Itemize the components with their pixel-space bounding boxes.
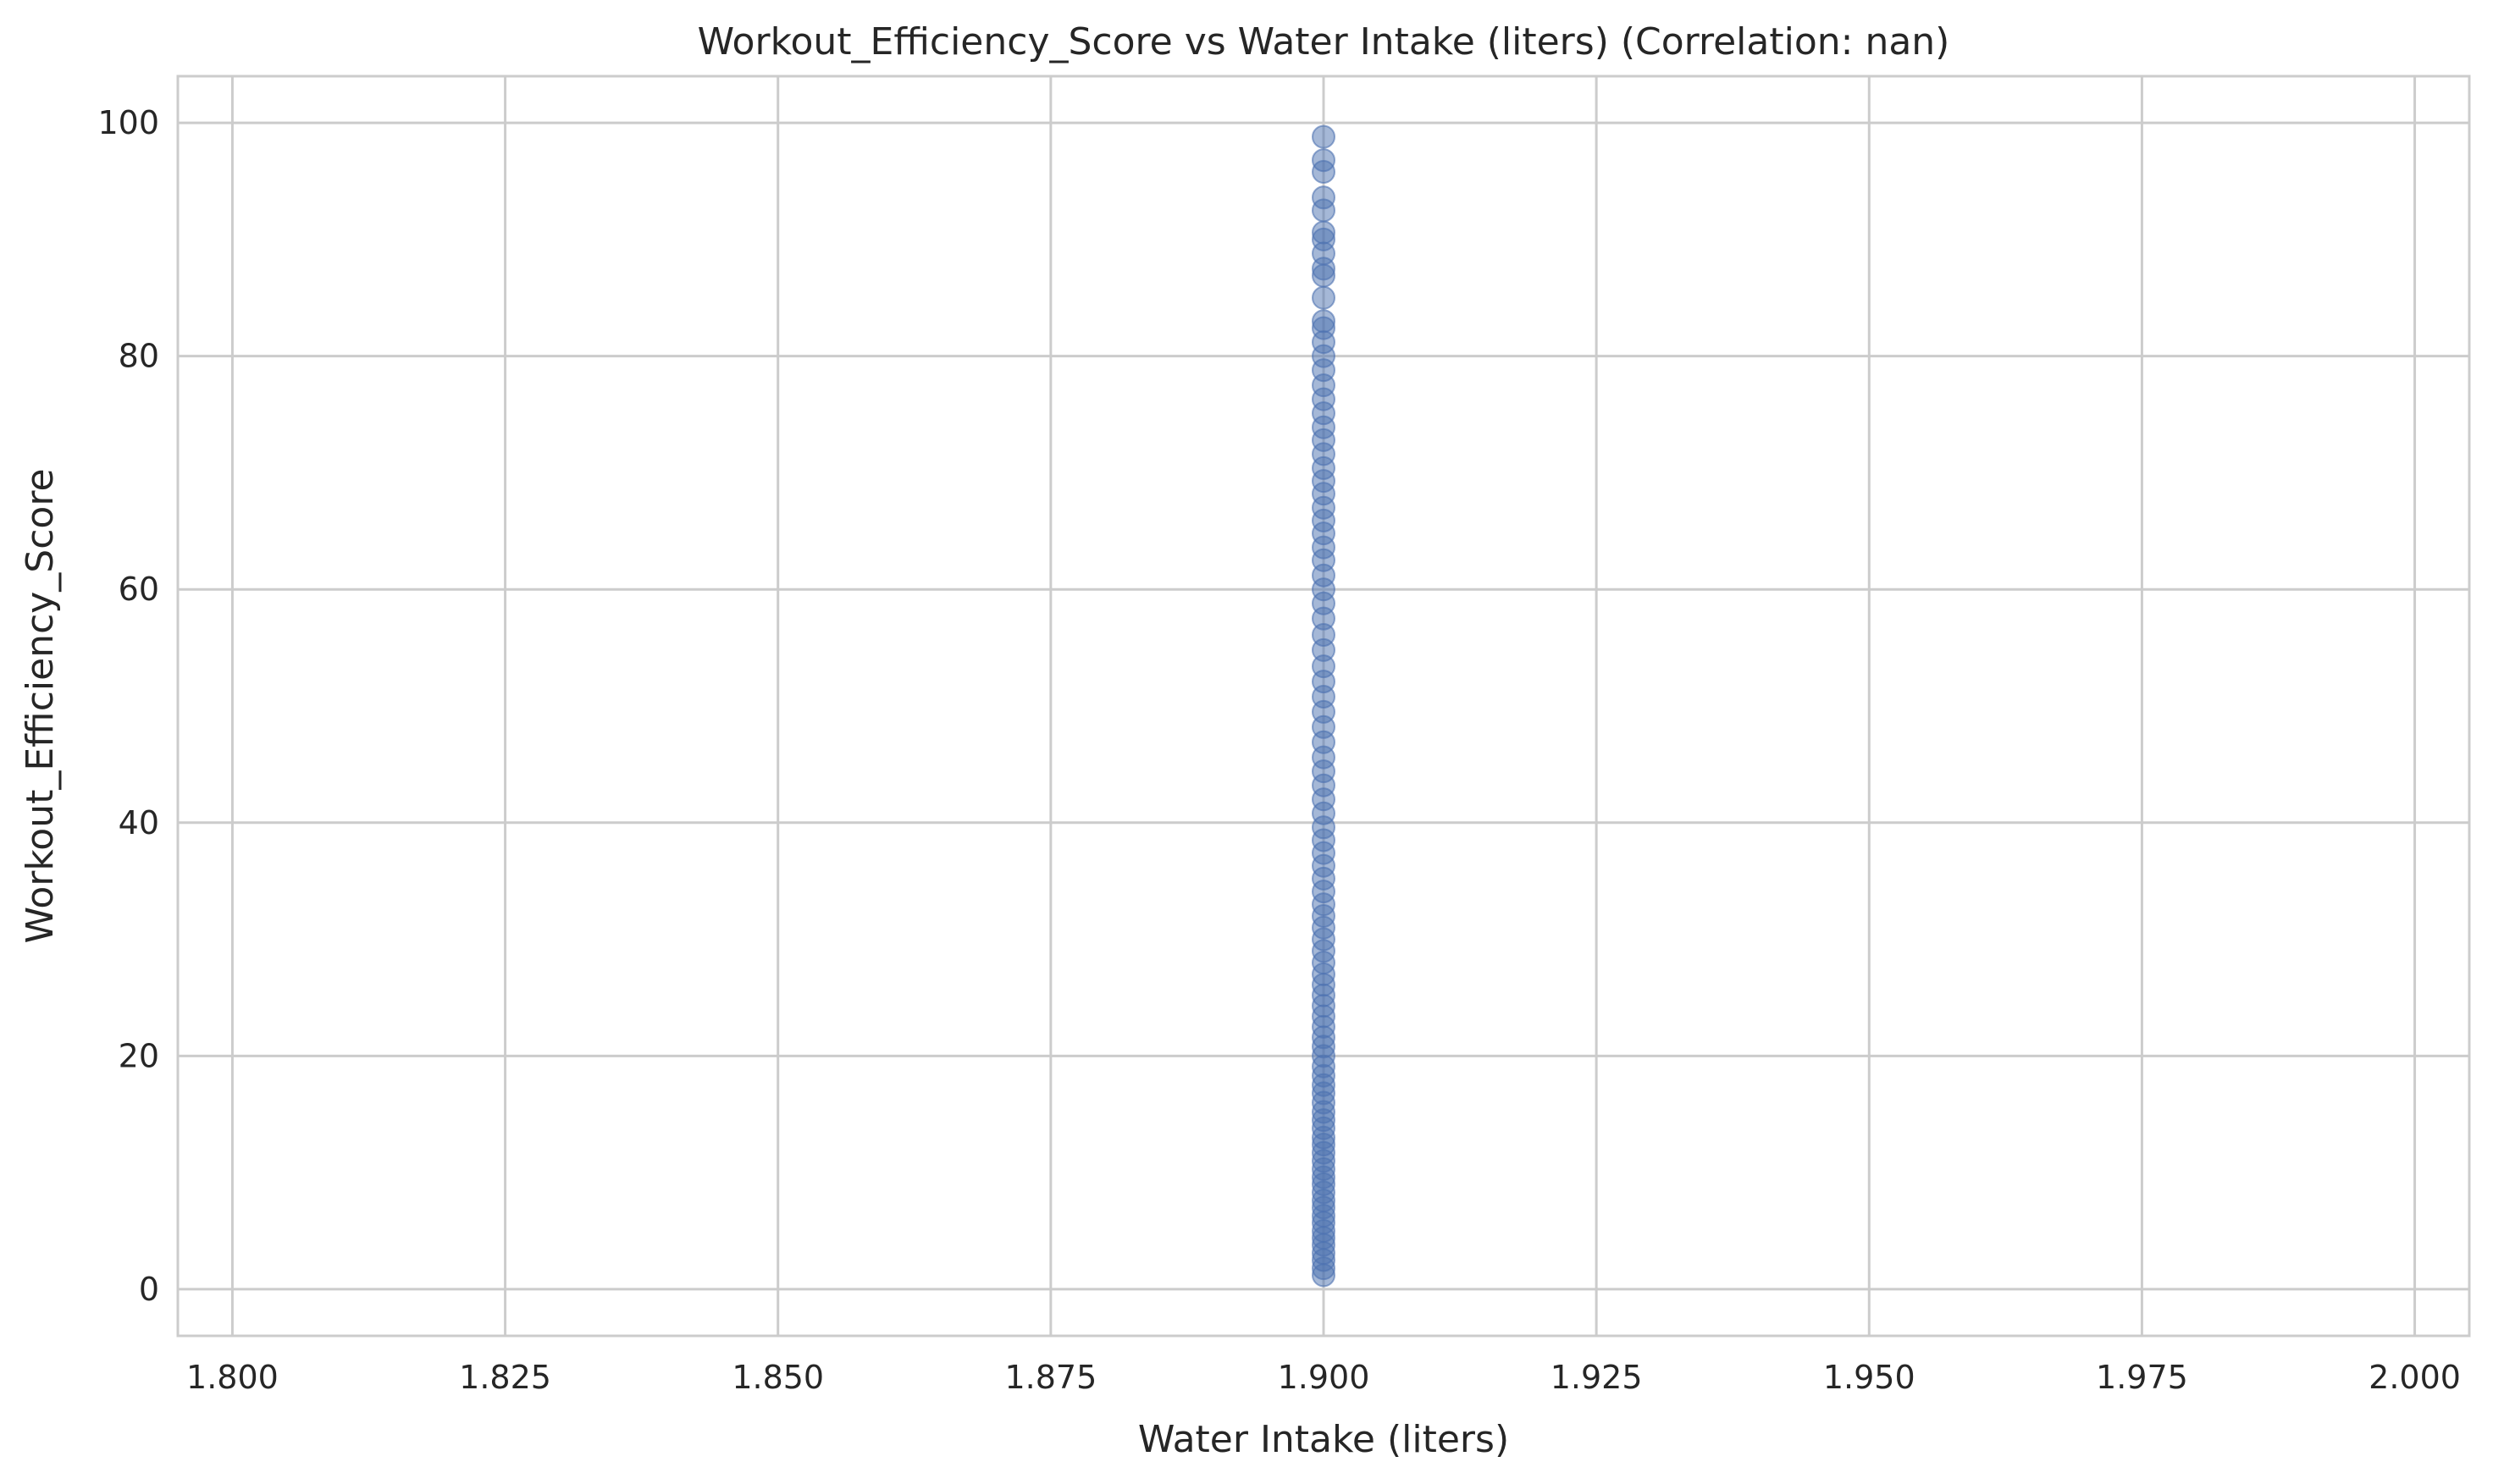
x-tick-label: 1.900: [1278, 1359, 1370, 1396]
data-point: [1312, 148, 1335, 173]
chart-title: Workout_Efficiency_Score vs Water Intake…: [698, 20, 1950, 63]
x-tick-label: 1.800: [186, 1359, 279, 1396]
x-tick-label: 1.925: [1551, 1359, 1643, 1396]
x-tick-label: 1.825: [459, 1359, 551, 1396]
data-point: [1312, 220, 1335, 245]
x-tick-labels: 1.800 1.825 1.850 1.875 1.900 1.925 1.950 1.975…: [186, 1359, 2461, 1396]
data-points: [1312, 124, 1335, 1288]
x-tick-label: 1.850: [732, 1359, 824, 1396]
data-point: [1312, 285, 1335, 310]
y-tick-labels: 0 20 40 60 80 100: [97, 104, 159, 1308]
data-point: [1312, 124, 1335, 149]
y-tick-label: 100: [97, 104, 159, 141]
plot-area-frame: [176, 74, 2471, 1338]
x-axis-label: Water Intake (liters): [1138, 1418, 1509, 1461]
y-tick-label: 80: [119, 338, 159, 375]
x-tick-label: 1.875: [1004, 1359, 1097, 1396]
x-tick-label: 1.975: [2096, 1359, 2188, 1396]
data-point: [1312, 185, 1335, 210]
y-tick-label: 40: [119, 804, 159, 841]
y-tick-label: 0: [139, 1271, 159, 1308]
x-tick-label: 1.950: [1823, 1359, 1915, 1396]
data-point: [1312, 309, 1335, 334]
y-tick-label: 60: [119, 571, 159, 608]
y-tick-label: 20: [119, 1037, 159, 1074]
y-axis-label: Workout_Efficiency_Score: [19, 468, 62, 943]
x-tick-label: 2.000: [2369, 1359, 2461, 1396]
